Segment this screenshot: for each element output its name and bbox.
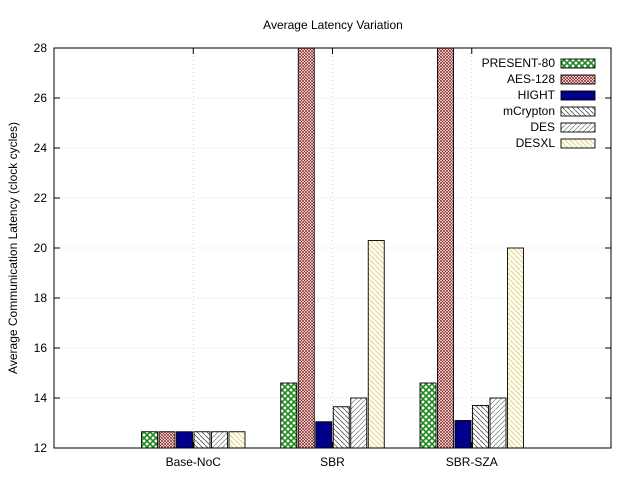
bar-hight xyxy=(315,421,333,449)
bar-mcrypton xyxy=(472,405,489,449)
bar-present-80 xyxy=(280,382,298,449)
y-tick-label: 20 xyxy=(34,241,48,255)
bar-present-80 xyxy=(141,431,158,449)
x-tick-label: SBR xyxy=(320,455,345,469)
bar-des xyxy=(211,431,228,449)
y-tick-label: 14 xyxy=(34,391,48,405)
bar-hight xyxy=(454,420,472,449)
bar-aes-128 xyxy=(437,47,454,449)
y-tick-label: 18 xyxy=(34,291,48,305)
bar-hight xyxy=(176,431,193,449)
legend-swatch-mcrypton xyxy=(560,106,596,117)
legend-label-des: DES xyxy=(530,120,555,134)
x-tick-label: SBR-SZA xyxy=(446,455,498,469)
legend-swatch-des xyxy=(560,122,596,133)
legend: PRESENT-80 AES-128 HIGHT mCrypton DES DESXL xyxy=(482,56,596,150)
legend-label-aes-128: AES-128 xyxy=(507,72,555,86)
legend-swatch-desxl xyxy=(560,138,596,149)
legend-label-desxl: DESXL xyxy=(516,136,556,150)
y-axis-ticks: 12 14 16 18 20 22 24 26 28 xyxy=(34,41,611,455)
bar-present-80 xyxy=(419,382,437,449)
bar-desxl xyxy=(367,240,385,449)
legend-swatch-hight xyxy=(560,90,596,101)
legend-swatch-present-80 xyxy=(560,58,596,69)
y-tick-label: 12 xyxy=(34,441,48,455)
x-tick-label: Base-NoC xyxy=(166,455,222,469)
y-tick-label: 16 xyxy=(34,341,48,355)
y-tick-label: 22 xyxy=(34,191,48,205)
bar-desxl xyxy=(507,247,524,449)
bar-des xyxy=(489,397,507,449)
legend-label-present-80: PRESENT-80 xyxy=(482,56,556,70)
bar-desxl xyxy=(228,431,246,449)
bar-aes-128 xyxy=(297,47,315,449)
y-tick-label: 28 xyxy=(34,41,48,55)
bar-aes-128 xyxy=(158,431,176,449)
legend-swatch-aes-128 xyxy=(560,74,596,85)
bars xyxy=(141,47,524,449)
legend-label-hight: HIGHT xyxy=(518,88,556,102)
y-tick-label: 26 xyxy=(34,91,48,105)
legend-label-mcrypton: mCrypton xyxy=(503,104,555,118)
x-axis-ticks: Base-NoC SBR SBR-SZA xyxy=(166,48,498,469)
chart-title: Average Latency Variation xyxy=(263,18,403,32)
bar-mcrypton xyxy=(193,431,211,449)
bar-mcrypton xyxy=(332,406,350,449)
y-axis-label: Average Communication Latency (clock cyc… xyxy=(6,122,20,374)
bar-des xyxy=(350,397,368,449)
y-tick-label: 24 xyxy=(34,141,48,155)
